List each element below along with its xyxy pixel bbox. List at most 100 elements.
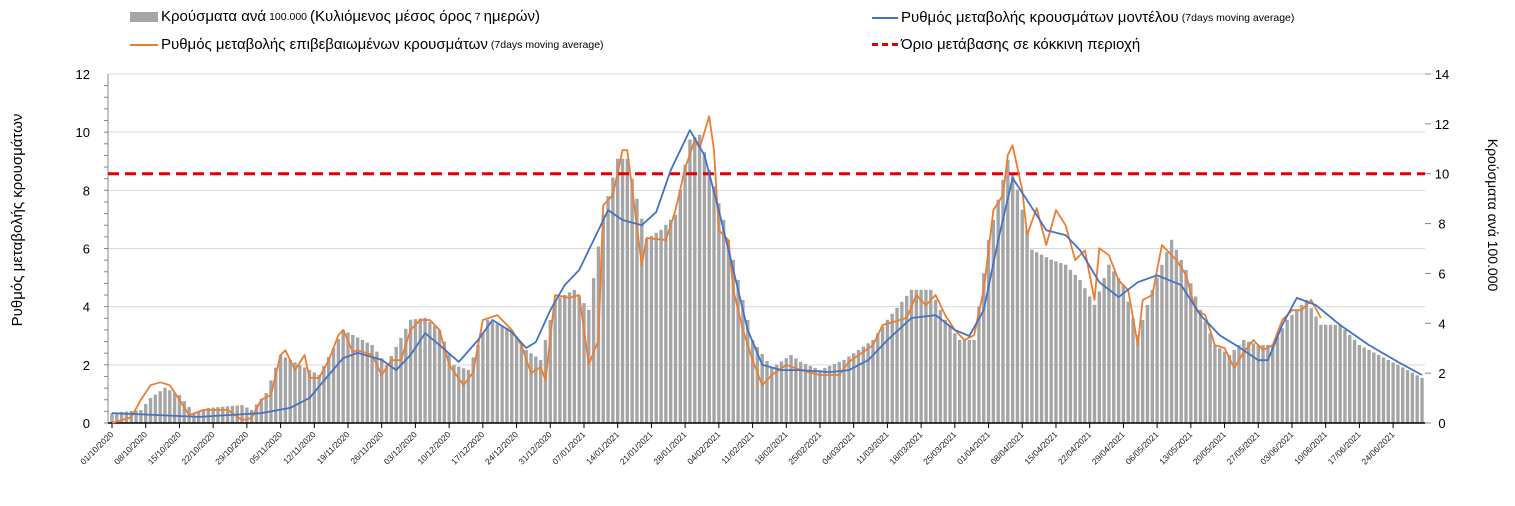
- bar: [490, 321, 495, 423]
- bar: [1001, 179, 1005, 423]
- bar: [717, 203, 721, 423]
- bar: [144, 404, 148, 423]
- bar: [558, 297, 562, 423]
- bar: [813, 367, 817, 423]
- bar: [1290, 314, 1294, 423]
- bar: [466, 369, 471, 423]
- bar: [1049, 259, 1053, 423]
- legend-bars-text: Κρούσματα ανά: [161, 8, 267, 25]
- bar: [630, 178, 634, 423]
- bar: [693, 137, 697, 424]
- bar: [461, 368, 466, 423]
- bar: [163, 387, 167, 423]
- x-tick-label: 11/03/2021: [854, 429, 891, 466]
- x-tick-label: 03/12/2020: [382, 429, 419, 466]
- bar: [1044, 257, 1049, 423]
- bar: [1420, 377, 1424, 423]
- bar: [856, 349, 861, 423]
- bar: [1396, 364, 1400, 423]
- bar: [1107, 264, 1111, 423]
- bar: [1203, 321, 1207, 423]
- bar: [1150, 289, 1154, 423]
- bar: [168, 390, 172, 423]
- bar: [1006, 159, 1010, 424]
- legend-bars-small2: 7: [474, 10, 481, 23]
- bar: [880, 326, 885, 423]
- x-tick-label: 07/01/2021: [550, 429, 587, 466]
- x-tick-label: 18/03/2021: [887, 429, 924, 466]
- bar: [1213, 344, 1217, 423]
- bar: [1246, 341, 1251, 423]
- bar: [177, 395, 182, 423]
- bar: [394, 346, 398, 423]
- legend-blue-swatch: [872, 16, 898, 19]
- bar: [124, 411, 129, 423]
- bar: [577, 296, 581, 423]
- bar: [755, 346, 760, 423]
- x-tick-label: 31/12/2020: [517, 429, 554, 466]
- bar: [895, 307, 899, 423]
- bar: [606, 196, 610, 423]
- bar: [534, 356, 538, 423]
- bar: [428, 321, 432, 423]
- legend-bars-text3: ημερών): [483, 8, 541, 25]
- bar: [861, 346, 866, 423]
- legend-bars-text2: (Κυλιόμενος μέσος όρος: [310, 8, 472, 25]
- x-tick-label: 10/06/2021: [1292, 429, 1329, 466]
- bar: [457, 366, 461, 423]
- bar: [741, 299, 745, 423]
- bar: [327, 356, 331, 423]
- legend-red: Όριο μετάβασης σε κόκκινη περιοχή: [872, 36, 1140, 53]
- bar: [322, 365, 326, 423]
- x-tick-label: 14/01/2021: [584, 429, 621, 466]
- x-tick-label: 11/02/2021: [719, 429, 756, 466]
- y-tick-left: 10: [76, 125, 90, 140]
- bar: [1068, 269, 1073, 423]
- bar: [524, 349, 528, 423]
- y-tick-left: 8: [83, 183, 90, 198]
- bar: [351, 335, 355, 423]
- bar: [110, 413, 114, 423]
- bar: [1415, 375, 1419, 423]
- x-tick-label: 24/12/2020: [483, 429, 520, 466]
- bar: [1112, 271, 1116, 423]
- bar: [1189, 283, 1193, 423]
- bar: [668, 219, 673, 423]
- bar: [1218, 348, 1222, 423]
- x-tick-label: 15/04/2021: [1022, 429, 1059, 466]
- bar: [948, 326, 952, 423]
- x-tick-label: 26/11/2020: [348, 429, 385, 466]
- bar: [986, 239, 991, 423]
- bar: [1227, 354, 1232, 423]
- bar: [823, 367, 827, 423]
- bar: [1092, 304, 1097, 423]
- bar: [538, 359, 543, 423]
- bar: [933, 299, 938, 423]
- bar: [1035, 252, 1039, 423]
- x-tick-label: 29/10/2020: [213, 429, 250, 466]
- bar: [1169, 239, 1174, 423]
- orange-line-confirmed-rate: [111, 115, 1322, 424]
- bar: [452, 364, 456, 423]
- bar: [259, 398, 263, 423]
- bar: [1097, 291, 1102, 423]
- bar: [1251, 343, 1256, 423]
- bar: [510, 330, 514, 423]
- bar: [1020, 209, 1024, 423]
- bar: [192, 413, 196, 423]
- bar: [1376, 354, 1381, 423]
- legend-blue: Ρυθμός μεταβολής κρουσμάτων μοντέλου (7d…: [872, 9, 1294, 26]
- bar: [683, 164, 687, 423]
- bar: [389, 355, 394, 423]
- bar: [620, 158, 625, 423]
- bar: [1160, 264, 1164, 423]
- bar: [582, 303, 586, 423]
- bar: [938, 309, 943, 423]
- bar: [784, 358, 788, 423]
- bar: [1116, 278, 1121, 423]
- bar: [659, 229, 663, 423]
- bar: [298, 364, 302, 423]
- bar: [548, 319, 552, 423]
- bar: [765, 360, 769, 423]
- bar: [1314, 316, 1318, 423]
